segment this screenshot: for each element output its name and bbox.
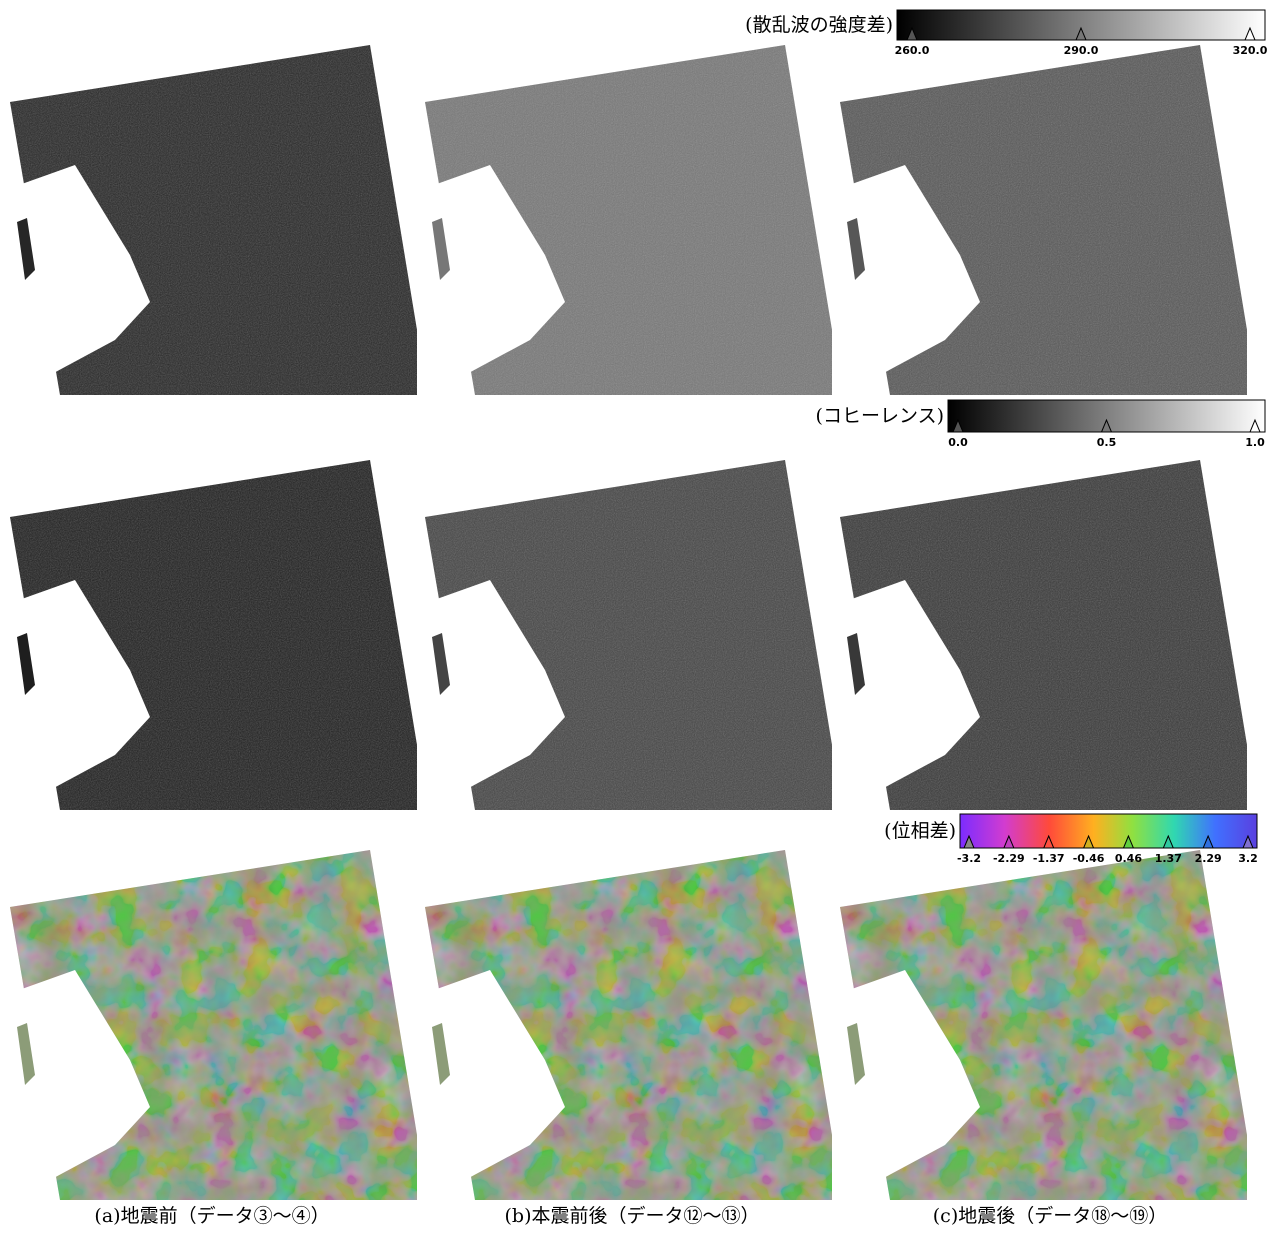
tick-label: 0.46 [1115,852,1142,865]
tick-label: -1.37 [1033,852,1065,865]
tick-label: -0.46 [1073,852,1105,865]
tick-label: 0.0 [948,436,968,449]
image-grid [5,45,1247,1200]
sar-image [835,850,1247,1200]
tick-label: 260.0 [895,44,930,57]
caption: (b)本震前後（データ⑫～⑬） [505,1205,760,1227]
sar-image [420,460,832,810]
tick-label: -3.2 [957,852,981,865]
colorbar-label: (位相差) [884,820,956,842]
figure: (散乱波の強度差)260.0 290.0 320.0 (コヒーレンス) 0.0 0.5 1.… [0,0,1271,1245]
colorbar-label: (散乱波の強度差) [745,14,893,36]
tick-label: -2.29 [993,852,1025,865]
sar-image [5,460,417,810]
caption: (a)地震前（データ③～④） [94,1205,329,1227]
tick-label: 290.0 [1064,44,1099,57]
captions: (a)地震前（データ③～④） (b)本震前後（データ⑫～⑬） (c)地震後（データ⑱… [94,1205,1167,1227]
sar-image [5,850,417,1200]
tick-label: 1.0 [1245,436,1265,449]
tick-label: 3.2 [1238,852,1258,865]
sar-image [420,45,832,395]
colorbar-label: (コヒーレンス) [816,405,944,427]
sar-image [835,45,1247,395]
tick-label: 0.5 [1097,436,1117,449]
sar-image [5,45,417,395]
sar-image [835,460,1247,810]
tick-label: 2.29 [1195,852,1222,865]
colorbar [960,814,1257,848]
caption: (c)地震後（データ⑱～⑲） [933,1205,1167,1227]
sar-image [420,850,832,1200]
tick-label: 320.0 [1233,44,1268,57]
tick-label: 1.37 [1155,852,1182,865]
